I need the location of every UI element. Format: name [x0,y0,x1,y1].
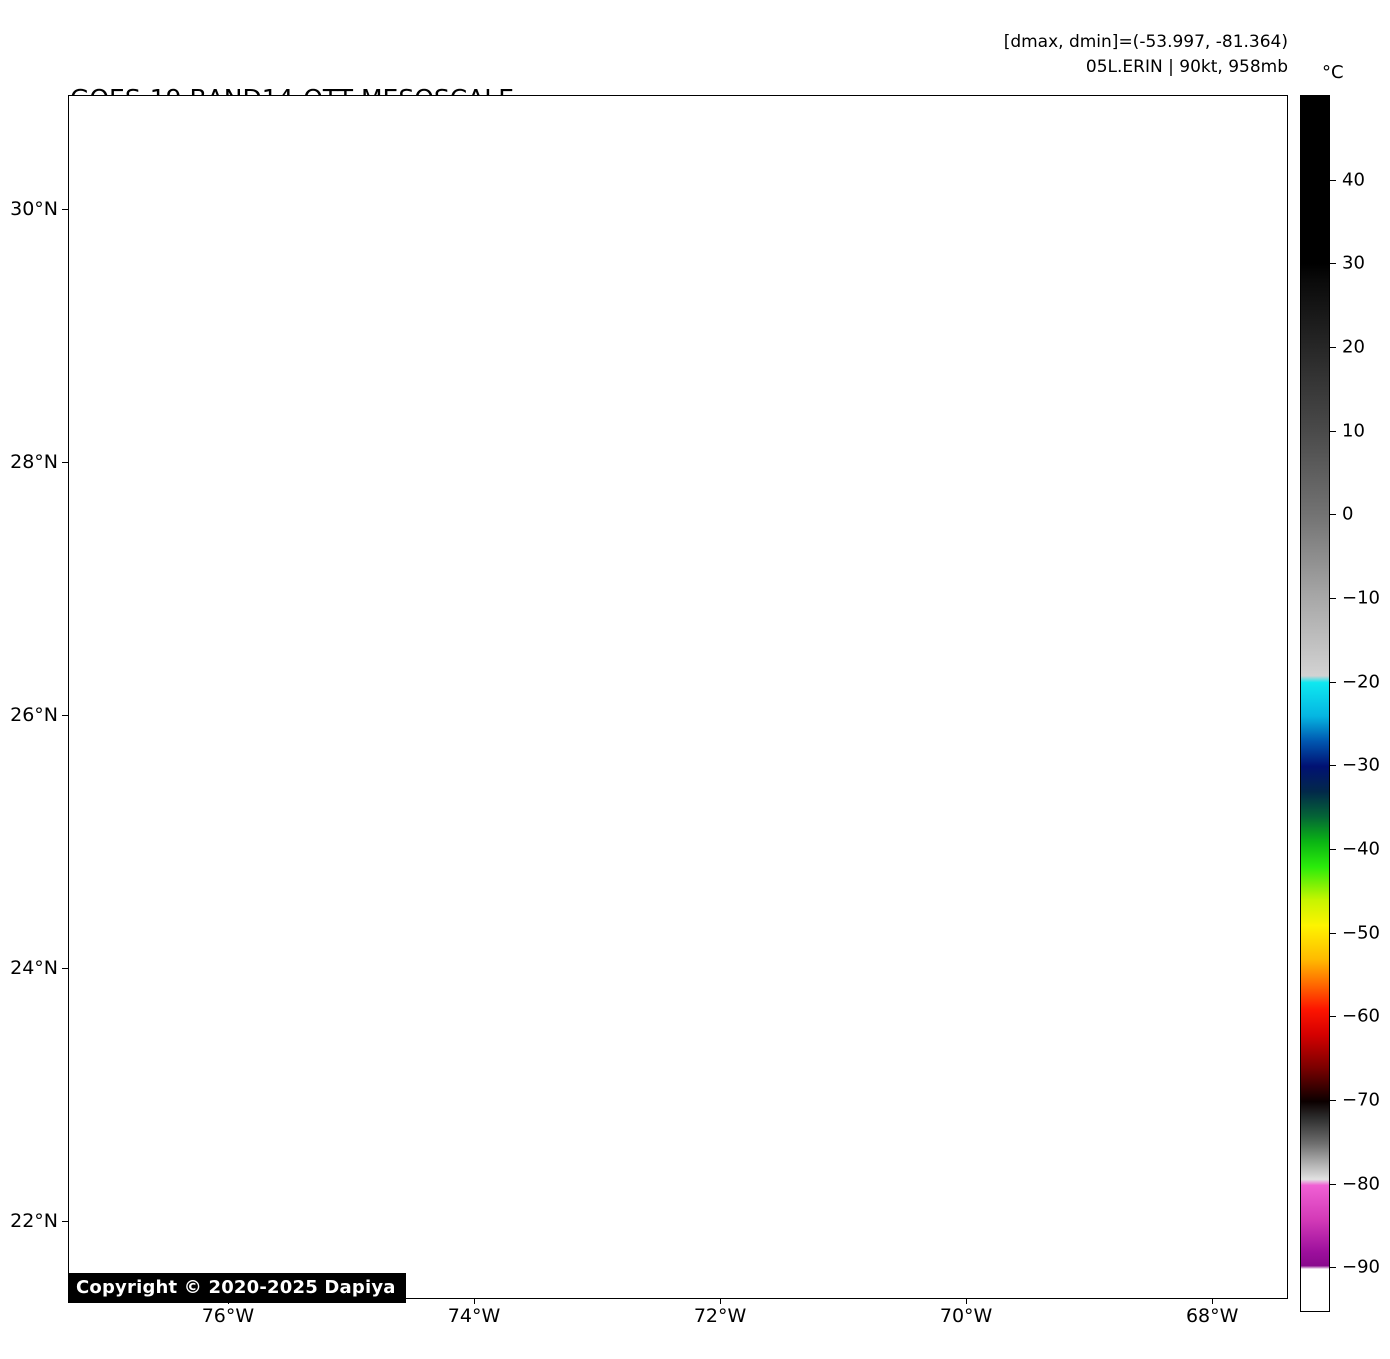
coastline [572,1086,600,1107]
coastline [776,1251,821,1272]
colorbar-tick [1329,346,1336,348]
coastline [69,1182,120,1221]
coastline [437,1210,624,1287]
colorbar-tick-label: −20 [1342,671,1380,693]
colorbar-tick [1329,1099,1336,1101]
colorbar-tick [1329,848,1336,850]
infrared-imagery-canvas [69,96,1287,1298]
colorbar-gradient [1301,96,1329,1311]
lat-axis-label: 26°N [10,703,58,726]
lat-axis-tick [62,714,68,716]
coastline [70,588,132,666]
colorbar-tick [1329,514,1336,516]
colorbar-tick-label: −30 [1342,754,1380,776]
colorbar-tick-label: −70 [1342,1089,1380,1111]
lat-axis-tick [62,208,68,210]
colorbar-tick [1329,597,1336,599]
colorbar-tick [1329,681,1336,683]
colorbar-tick [1329,430,1336,432]
colorbar-tick-label: 10 [1342,420,1365,442]
lon-axis-tick [1212,1298,1214,1304]
graticule-overlay [69,96,1287,1298]
lon-axis-label: 76°W [201,1305,255,1327]
lon-axis-tick [720,1298,722,1304]
coastline [119,914,162,931]
colorbar-tick-label: −10 [1342,587,1380,609]
copyright-watermark: Copyright © 2020-2025 Dapiya [68,1273,406,1303]
lon-axis-tick [966,1298,968,1304]
lon-axis-label: 72°W [693,1305,747,1327]
coastline [879,1198,915,1216]
colorbar-tick-label: 20 [1342,336,1365,358]
colorbar-tick-label: −40 [1342,838,1380,860]
colorbar-tick [1329,765,1336,767]
coastline [323,795,378,983]
colorbar-tick-label: −60 [1342,1005,1380,1027]
coastline [599,1157,624,1173]
lat-axis-label: 24°N [10,957,58,980]
storm-info-label: 05L.ERIN | 90kt, 958mb [1085,56,1288,77]
lon-axis-label: 74°W [447,1305,501,1327]
lat-axis-tick [62,1221,68,1223]
coastline [687,1243,713,1258]
satellite-map[interactable] [68,95,1288,1299]
colorbar-tick [1329,1267,1336,1269]
colorbar-tick-label: −50 [1342,922,1380,944]
colorbar-tick-label: 0 [1342,503,1354,525]
coastline-overlay [69,588,915,1292]
lon-axis-tick [474,1298,475,1304]
colorbar-tick [1329,179,1336,181]
colorbar-tick-label: 40 [1342,169,1365,191]
lon-axis-label: 68°W [1185,1305,1239,1327]
coastline [314,780,390,986]
lat-axis-tick [62,968,68,970]
dmax-dmin-label: [dmax, dmin]=(-53.997, -81.364) [1003,32,1288,52]
lat-axis-tick [62,461,68,463]
colorbar-tick-label: −80 [1342,1173,1380,1195]
coastline [178,960,203,973]
colorbar-tick [1329,1183,1336,1185]
coastline [643,1129,671,1148]
coastline [69,828,132,849]
coastline [533,1052,573,1082]
lat-axis-label: 22°N [10,1210,58,1233]
colorbar-tick-label: −90 [1342,1256,1380,1278]
colorbar-tick [1329,1016,1336,1018]
lat-axis-label: 30°N [10,197,58,220]
lon-axis-label: 70°W [939,1305,993,1327]
metadata-block: [dmax, dmin]=(-53.997, -81.364) 05L.ERIN… [1004,30,1288,79]
coastline [69,638,80,649]
colorbar[interactable] [1300,95,1330,1312]
colorbar-tick-label: 30 [1342,252,1365,274]
coastline [304,775,324,788]
lat-axis-label: 28°N [10,450,58,473]
colorbar-tick [1329,263,1336,265]
colorbar-unit-label: °C [1322,62,1344,83]
colorbar-tick [1329,932,1336,934]
coastline [232,1013,255,1028]
